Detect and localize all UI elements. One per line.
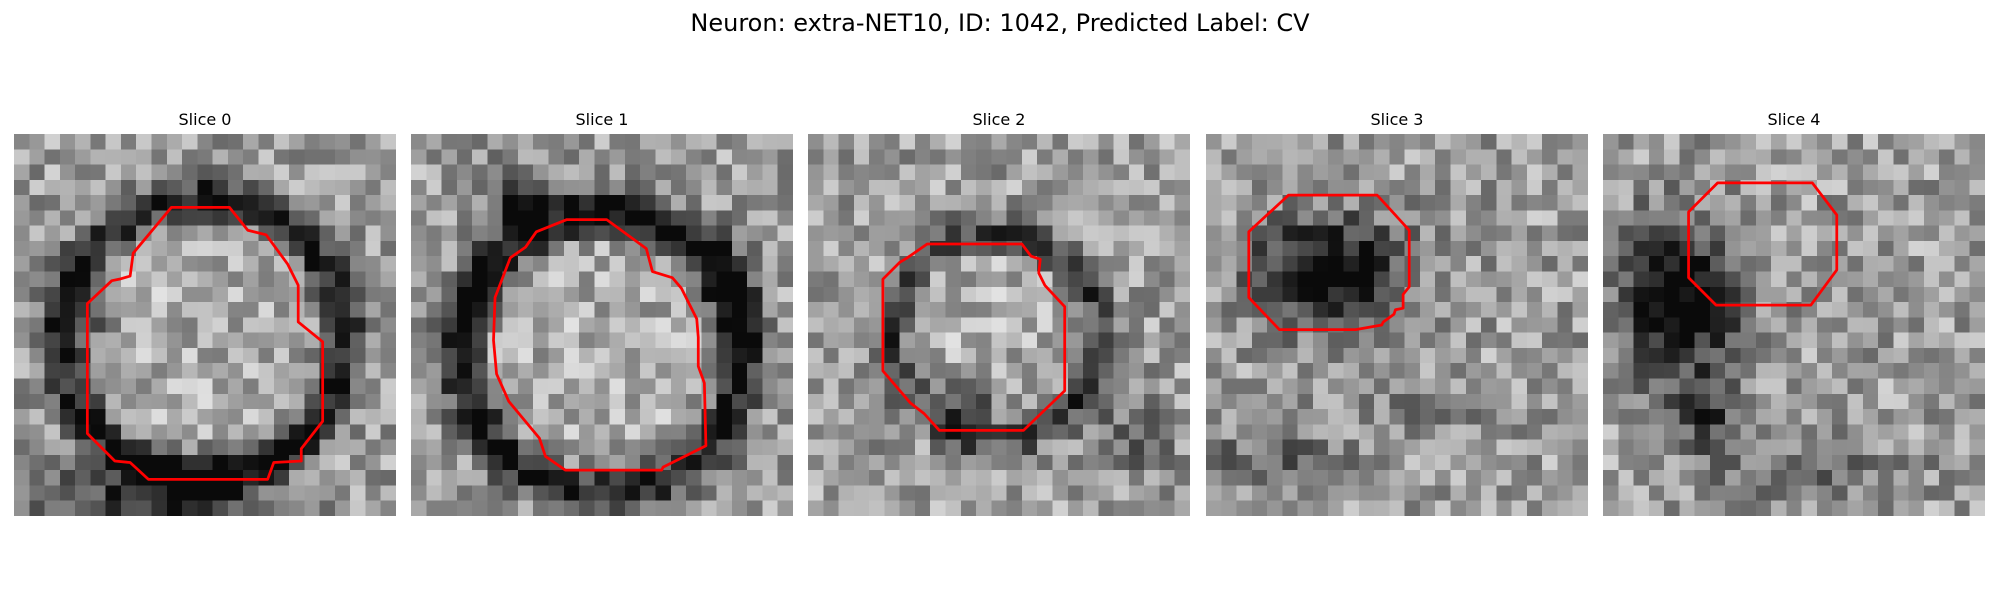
slice-image <box>1603 134 1985 516</box>
slice-image <box>14 134 396 516</box>
roi-contour <box>85 205 325 481</box>
slice-panel-3: Slice 3 <box>1206 108 1588 516</box>
slice-panel-1: Slice 1 <box>411 108 793 516</box>
slice-title: Slice 4 <box>1767 110 1821 129</box>
slice-panel-2: Slice 2 <box>808 108 1190 516</box>
slice-image <box>808 134 1190 516</box>
slice-title: Slice 2 <box>972 110 1026 129</box>
slice-title: Slice 1 <box>575 110 629 129</box>
slice-image <box>1206 134 1588 516</box>
slice-panel-0: Slice 0 <box>14 108 396 516</box>
slice-panel-4: Slice 4 <box>1603 108 1985 516</box>
roi-contour <box>492 218 708 472</box>
roi-contour <box>1687 181 1839 307</box>
slice-title: Slice 3 <box>1370 110 1424 129</box>
figure-title: Neuron: extra-NET10, ID: 1042, Predicted… <box>690 9 1310 37</box>
roi-contour <box>1247 193 1411 331</box>
roi-contour <box>881 242 1067 432</box>
slice-image <box>411 134 793 516</box>
slice-title: Slice 0 <box>178 110 232 129</box>
